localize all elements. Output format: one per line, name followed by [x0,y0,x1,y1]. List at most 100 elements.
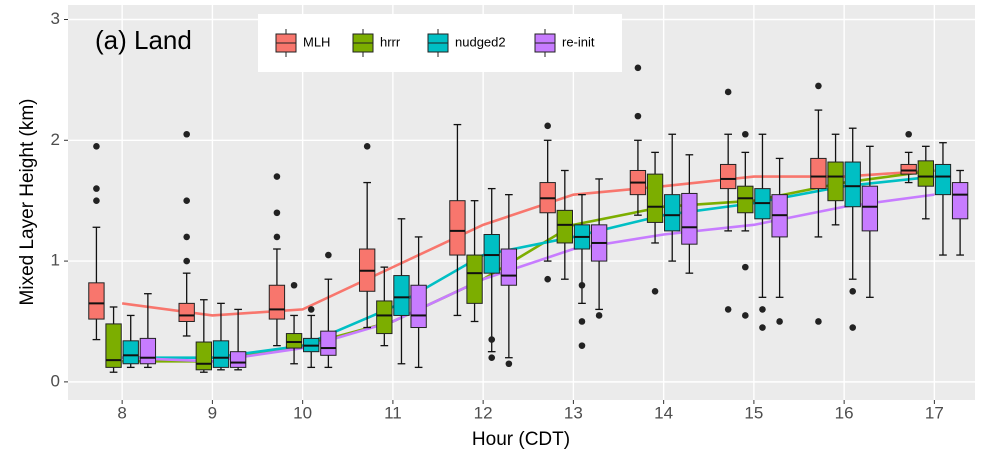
outlier [595,312,603,319]
legend-label: nudged2 [455,34,506,49]
trend-line [122,193,935,363]
x-tick-label: 11 [384,403,402,422]
y-tick-label: 2 [51,130,60,149]
box [88,282,105,320]
outlier [93,185,100,192]
outlier [578,342,586,349]
trend-line [121,169,935,317]
box [934,163,952,196]
outlier [183,233,190,241]
outlier [544,275,551,283]
box [500,248,518,286]
x-axis-title: Hour (CDT) [472,429,570,450]
box [681,192,698,245]
box [664,194,681,232]
box [951,182,969,220]
outlier [183,197,190,204]
outlier [307,306,315,313]
outlier [93,197,100,204]
box [810,157,827,190]
box [861,185,879,232]
box [646,173,664,223]
outlier [488,354,496,362]
x-tick-label: 8 [117,403,126,422]
box [844,161,861,208]
outlier [488,336,496,343]
box [268,284,286,320]
outlier [183,257,190,265]
x-tick-label: 13 [564,403,583,422]
box [466,254,483,304]
trend-lines [121,169,935,363]
box [410,284,427,329]
x-tick-label: 17 [925,403,944,422]
outlier [776,318,783,325]
box [139,337,157,365]
outlier [634,64,642,72]
y-tick-label: 0 [51,371,60,390]
x-tick-label: 10 [293,403,312,422]
legend-label: re-init [562,34,595,49]
box [229,351,247,368]
outlier [905,130,912,138]
x-tick-label: 14 [654,403,673,422]
outlier [273,233,281,241]
outlier [849,324,857,331]
box [483,234,500,274]
box [737,185,754,214]
outlier [505,360,513,368]
y-axis-title: Mixed Layer Height (km) [17,99,38,306]
outlier [724,88,732,96]
y-tick-label: 1 [51,251,60,270]
outlier [724,306,732,313]
outlier [759,306,766,313]
outlier [93,143,100,150]
box [320,330,337,356]
legend: MLH hrrr nudged2 re-init [275,29,595,57]
boxes [88,64,969,373]
box [105,323,122,368]
box [122,340,139,365]
x-tick-label: 15 [744,403,763,422]
outlier [273,209,281,217]
legend-label: hrrr [380,34,401,49]
box [827,161,844,202]
outlier [759,324,766,331]
panel-annotation: (a) Land [95,25,192,55]
outlier [578,318,586,325]
box [285,333,303,349]
box [393,275,410,316]
trend-line [122,175,935,360]
outlier [325,251,332,259]
box [178,302,195,322]
outlier [651,287,659,295]
outlier [273,173,281,180]
legend-label: MLH [303,34,330,49]
outlier [849,287,857,295]
outlier [363,143,371,150]
box [449,200,466,256]
x-tick-label: 12 [474,403,493,422]
box [556,209,573,244]
outlier [290,281,298,289]
outlier [183,130,190,138]
box [917,160,934,187]
box [212,340,230,368]
box [719,163,737,190]
outlier [578,281,586,289]
outlier [742,312,749,319]
box [900,163,917,175]
y-tick-label: 3 [51,9,60,28]
outlier [544,122,551,130]
outlier [634,112,642,120]
outlier [742,130,749,138]
box [195,341,212,371]
box [376,300,393,335]
outlier [815,318,822,325]
x-tick-label: 9 [208,403,217,422]
outlier [742,263,749,271]
x-tick-label: 16 [835,403,854,422]
outlier [815,82,822,90]
